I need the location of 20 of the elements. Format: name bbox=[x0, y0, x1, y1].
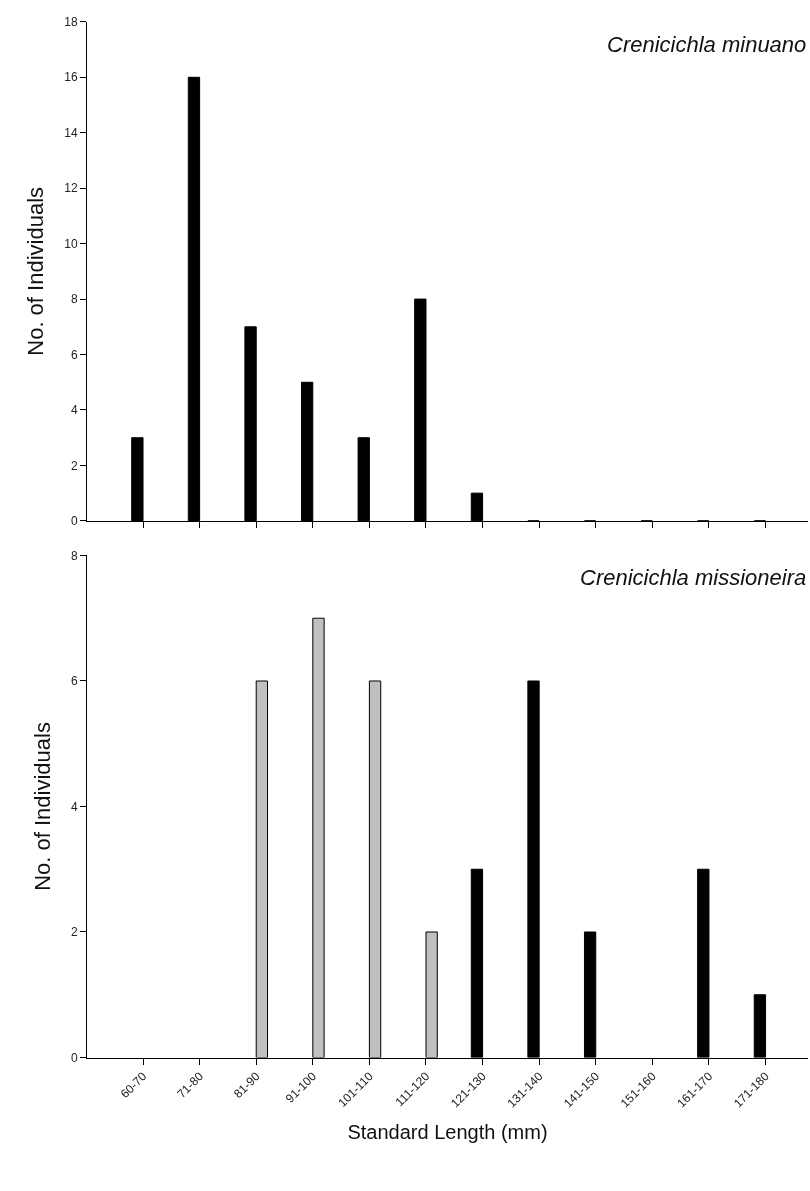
y-axis-title: No. of Individuals bbox=[23, 186, 49, 356]
y-tick-label: 18 bbox=[64, 15, 78, 30]
y-axis-title: No. of Individuals bbox=[29, 722, 55, 891]
y-tick-label: 2 bbox=[70, 925, 78, 940]
y-tick-label: 6 bbox=[70, 347, 78, 362]
text: Crenicichla missioneira bbox=[580, 565, 807, 590]
y-tick-label: 0 bbox=[70, 514, 78, 529]
y-tick-label: 2 bbox=[70, 458, 78, 473]
y-tick-label: 6 bbox=[70, 674, 78, 689]
y-tick-label: 0 bbox=[70, 1050, 78, 1065]
x-axis-title: Standard Length (mm) bbox=[347, 1120, 548, 1143]
y-tick-label: 12 bbox=[64, 181, 78, 196]
y-tick-label: 10 bbox=[64, 236, 78, 251]
y-tick-label: 4 bbox=[70, 403, 78, 418]
y-tick-label: 14 bbox=[64, 125, 78, 140]
y-tick-label: 8 bbox=[70, 292, 78, 307]
text: Crenicichla minuano bbox=[607, 32, 807, 57]
y-tick-label: 16 bbox=[64, 70, 78, 85]
y-tick-label: 8 bbox=[70, 548, 78, 563]
y-tick-label: 4 bbox=[70, 799, 78, 814]
